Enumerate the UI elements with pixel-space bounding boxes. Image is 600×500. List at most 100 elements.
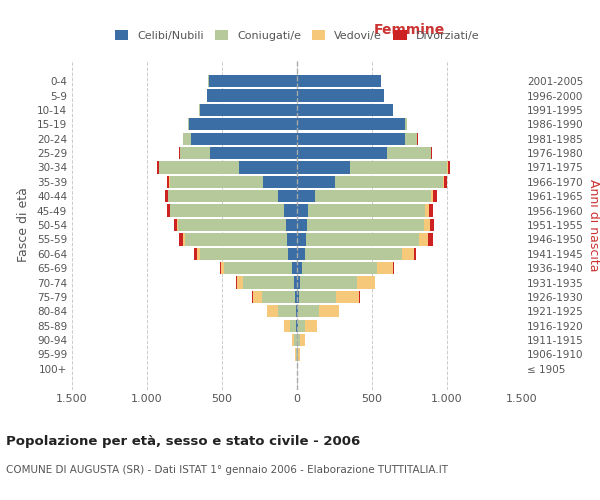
Bar xyxy=(374,276,376,288)
Text: Popolazione per età, sesso e stato civile - 2006: Popolazione per età, sesso e stato civil… xyxy=(6,435,360,448)
Bar xyxy=(300,276,356,288)
Bar xyxy=(305,320,317,332)
Bar xyxy=(297,176,335,188)
Bar xyxy=(433,190,437,202)
Bar xyxy=(300,334,305,346)
Bar xyxy=(209,75,297,87)
Bar xyxy=(189,118,297,130)
Bar xyxy=(298,348,299,360)
Bar xyxy=(319,305,338,318)
Bar xyxy=(298,305,319,318)
Bar xyxy=(176,219,178,231)
Bar xyxy=(429,204,433,216)
Bar xyxy=(288,248,297,260)
Bar xyxy=(287,234,297,245)
Bar xyxy=(191,132,297,145)
Bar xyxy=(297,262,302,274)
Bar xyxy=(431,190,433,202)
Bar xyxy=(294,276,297,288)
Bar xyxy=(297,118,405,130)
Bar xyxy=(185,234,287,245)
Bar xyxy=(224,262,292,274)
Bar xyxy=(315,190,431,202)
Bar xyxy=(298,334,300,346)
Bar xyxy=(170,204,284,216)
Bar xyxy=(297,75,381,87)
Bar xyxy=(298,320,305,332)
Bar xyxy=(207,90,297,102)
Bar xyxy=(295,348,296,360)
Bar xyxy=(405,132,417,145)
Bar xyxy=(183,132,191,145)
Bar xyxy=(168,190,277,202)
Bar xyxy=(306,234,419,245)
Legend: Celibi/Nubili, Coniugati/e, Vedovi/e, Divorziati/e: Celibi/Nubili, Coniugati/e, Vedovi/e, Di… xyxy=(110,26,484,46)
Bar xyxy=(296,320,297,332)
Bar xyxy=(335,176,443,188)
Bar xyxy=(284,320,290,332)
Bar xyxy=(431,147,432,159)
Bar xyxy=(164,190,167,202)
Bar xyxy=(277,190,297,202)
Bar xyxy=(297,248,305,260)
Bar xyxy=(263,176,297,188)
Bar xyxy=(194,248,197,260)
Bar xyxy=(337,291,359,303)
Bar xyxy=(393,262,394,274)
Bar xyxy=(297,90,384,102)
Y-axis label: Fasce di età: Fasce di età xyxy=(17,188,30,262)
Bar xyxy=(197,248,199,260)
Bar xyxy=(448,162,450,173)
Bar xyxy=(297,147,387,159)
Bar xyxy=(210,147,297,159)
Text: Femmine: Femmine xyxy=(374,23,445,37)
Bar xyxy=(430,219,433,231)
Bar xyxy=(424,219,430,231)
Bar xyxy=(444,176,446,188)
Bar xyxy=(295,291,297,303)
Bar xyxy=(297,276,300,288)
Bar xyxy=(243,276,294,288)
Bar xyxy=(302,262,377,274)
Bar xyxy=(299,291,337,303)
Bar xyxy=(170,176,263,188)
Bar xyxy=(180,147,210,159)
Bar xyxy=(179,234,183,245)
Bar xyxy=(188,118,189,130)
Bar xyxy=(387,147,431,159)
Bar xyxy=(167,176,169,188)
Bar xyxy=(307,219,424,231)
Bar xyxy=(297,190,315,202)
Bar xyxy=(297,104,393,116)
Bar xyxy=(178,219,286,231)
Bar xyxy=(297,132,405,145)
Bar xyxy=(179,147,180,159)
Bar xyxy=(297,291,299,303)
Bar xyxy=(277,305,296,318)
Bar xyxy=(425,204,429,216)
Bar xyxy=(159,162,239,173)
Bar xyxy=(220,262,221,274)
Bar xyxy=(402,248,414,260)
Bar xyxy=(297,219,307,231)
Bar xyxy=(236,276,237,288)
Bar xyxy=(199,248,288,260)
Bar xyxy=(443,176,444,188)
Bar xyxy=(297,204,308,216)
Bar xyxy=(296,305,297,318)
Bar xyxy=(157,162,159,173)
Text: COMUNE DI AUGUSTA (SR) - Dati ISTAT 1° gennaio 2006 - Elaborazione TUTTITALIA.IT: COMUNE DI AUGUSTA (SR) - Dati ISTAT 1° g… xyxy=(6,465,448,475)
Bar xyxy=(237,276,243,288)
Bar xyxy=(183,234,185,245)
Bar xyxy=(290,320,296,332)
Bar xyxy=(414,248,416,260)
Bar xyxy=(292,334,295,346)
Bar xyxy=(286,219,297,231)
Bar xyxy=(349,162,447,173)
Bar xyxy=(305,248,402,260)
Bar xyxy=(267,305,277,318)
Bar xyxy=(297,320,298,332)
Bar xyxy=(377,262,393,274)
Bar xyxy=(297,234,306,245)
Bar xyxy=(199,104,297,116)
